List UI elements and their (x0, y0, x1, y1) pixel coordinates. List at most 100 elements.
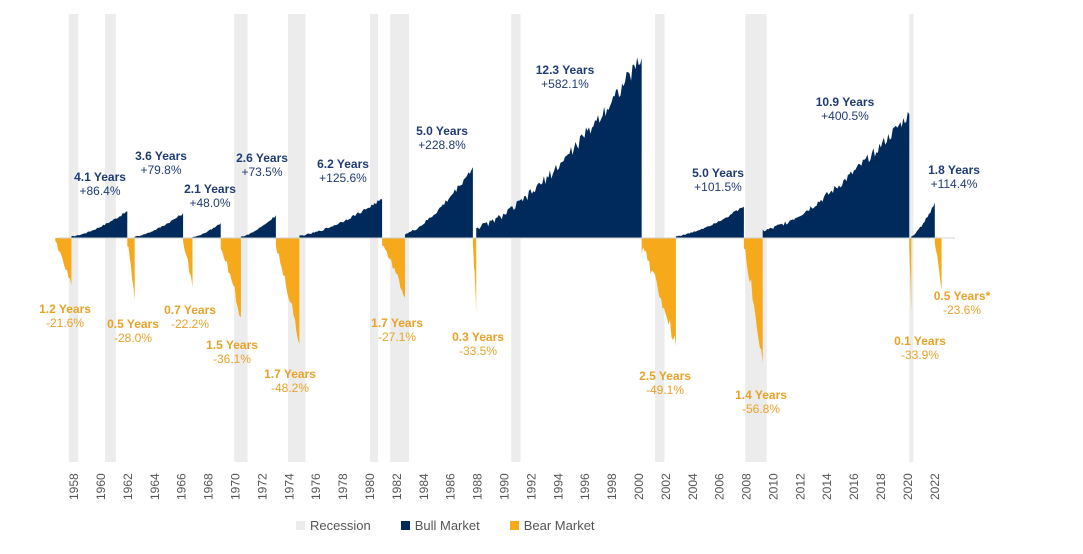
x-tick-1958: 1958 (67, 473, 81, 500)
bear-label-5-value: -27.1% (378, 330, 416, 344)
x-tick-1962: 1962 (121, 473, 135, 500)
x-tick-1998: 1998 (605, 473, 619, 500)
x-tick-2006: 2006 (713, 473, 727, 500)
bear-label-9: 0.1 Years -33.9% (894, 334, 946, 362)
bull-label-2: 2.1 Years +48.0% (184, 182, 236, 210)
legend-bull-label: Bull Market (414, 518, 480, 533)
x-tick-1964: 1964 (148, 473, 162, 500)
bull-label-1: 3.6 Years +79.8% (135, 149, 187, 177)
bull-label-3-value: +73.5% (241, 165, 282, 179)
bull-market-area-5 (404, 167, 473, 238)
bear-label-7-value: -49.1% (646, 383, 684, 397)
bear-label-3-duration: 1.5 Years (206, 338, 258, 352)
bull-label-7-value: +101.5% (694, 180, 742, 194)
bull-label-0: 4.1 Years +86.4% (74, 170, 126, 198)
x-tick-2002: 2002 (659, 473, 673, 500)
x-tick-1984: 1984 (417, 473, 431, 500)
bear-label-0: 1.2 Years -21.6% (39, 302, 91, 330)
bear-label-7-duration: 2.5 Years (639, 369, 691, 383)
bear-label-1: 0.5 Years -28.0% (107, 317, 159, 345)
bull-market-area-9 (911, 202, 935, 238)
bull-label-2-duration: 2.1 Years (184, 182, 236, 196)
x-tick-2004: 2004 (686, 473, 700, 500)
legend-bear: Bear Market (509, 518, 595, 533)
x-tick-2020: 2020 (901, 473, 915, 500)
bear-label-1-value: -28.0% (114, 331, 152, 345)
bear-label-7: 2.5 Years -49.1% (639, 369, 691, 397)
bull-label-1-duration: 3.6 Years (135, 149, 187, 163)
x-tick-1980: 1980 (363, 473, 377, 500)
bear-market-area-10 (934, 238, 942, 290)
x-axis-ticks: 1958 1960 1962 1964 1966 1968 1970 1972 1974 1976… (67, 473, 942, 500)
x-tick-2014: 2014 (820, 473, 834, 500)
x-tick-1986: 1986 (444, 473, 458, 500)
x-tick-1988: 1988 (471, 473, 485, 500)
legend: Recession Bull Market Bear Market (296, 518, 595, 533)
bull-label-4-value: +125.6% (319, 171, 367, 185)
x-tick-1970: 1970 (229, 473, 243, 500)
x-tick-1966: 1966 (175, 473, 189, 500)
bear-label-2-value: -22.2% (171, 317, 209, 331)
bear-market-area-6 (472, 238, 477, 312)
x-tick-2008: 2008 (740, 473, 754, 500)
x-tick-2018: 2018 (874, 473, 888, 500)
bull-label-7-duration: 5.0 Years (692, 166, 744, 180)
bull-label-2-value: +48.0% (189, 196, 230, 210)
bear-label-9-value: -33.9% (901, 348, 939, 362)
bull-label-4-duration: 6.2 Years (317, 157, 369, 171)
bull-market-area-8 (762, 111, 910, 238)
bear-market-area-7 (641, 238, 676, 347)
bear-label-2: 0.7 Years -22.2% (164, 303, 216, 331)
bull-market-area-7 (675, 206, 744, 238)
bear-label-0-duration: 1.2 Years (39, 302, 91, 316)
bull-label-3-duration: 2.6 Years (236, 151, 288, 165)
bear-swatch (509, 521, 519, 530)
bear-label-4: 1.7 Years -48.2% (264, 367, 316, 395)
bull-market-area-6 (476, 57, 642, 239)
bull-label-5: 5.0 Years +228.8% (416, 124, 468, 152)
bear-label-3: 1.5 Years -36.1% (206, 338, 258, 366)
bull-market-area-0 (71, 211, 128, 238)
bear-label-8: 1.4 Years -56.8% (735, 388, 787, 416)
x-tick-2022: 2022 (928, 473, 942, 500)
x-tick-2010: 2010 (766, 473, 780, 500)
bear-label-6-value: -33.5% (459, 344, 497, 358)
bear-label-10: 0.5 Years* -23.6% (934, 289, 991, 317)
bear-market-area-5 (382, 238, 405, 298)
market-labels: 4.1 Years +86.4%3.6 Years +79.8%2.1 Years +… (39, 63, 990, 416)
x-tick-1992: 1992 (524, 473, 538, 500)
bear-label-4-value: -48.2% (271, 381, 309, 395)
x-tick-1982: 1982 (390, 473, 404, 500)
bear-label-4-duration: 1.7 Years (264, 367, 316, 381)
bull-label-6-duration: 12.3 Years (536, 63, 595, 77)
bear-market-area-4 (275, 238, 300, 345)
bear-label-6: 0.3 Years -33.5% (452, 330, 504, 358)
bull-label-9-duration: 1.8 Years (928, 163, 980, 177)
x-tick-1974: 1974 (282, 473, 296, 500)
legend-recession: Recession (296, 518, 371, 533)
bull-label-5-value: +228.8% (418, 138, 466, 152)
bear-label-5: 1.7 Years -27.1% (371, 316, 423, 344)
bear-label-10-duration: 0.5 Years* (934, 289, 991, 303)
bull-label-9: 1.8 Years +114.4% (928, 163, 980, 191)
x-tick-1960: 1960 (94, 473, 108, 500)
x-tick-1972: 1972 (255, 473, 269, 500)
bull-label-0-value: +86.4% (79, 184, 120, 198)
bear-label-8-duration: 1.4 Years (735, 388, 787, 402)
bear-label-10-value: -23.6% (943, 303, 981, 317)
bull-market-area-4 (299, 199, 383, 238)
x-tick-2016: 2016 (847, 473, 861, 500)
x-tick-1994: 1994 (551, 473, 565, 500)
bear-label-0-value: -21.6% (46, 316, 84, 330)
bear-label-6-duration: 0.3 Years (452, 330, 504, 344)
recession-swatch (296, 521, 305, 530)
bull-label-1-value: +79.8% (140, 163, 181, 177)
legend-recession-label: Recession (310, 518, 371, 533)
bull-label-3: 2.6 Years +73.5% (236, 151, 288, 179)
bear-market-area-3 (220, 238, 241, 318)
x-tick-2000: 2000 (632, 473, 646, 500)
bear-label-3-value: -36.1% (213, 352, 251, 366)
bear-label-8-value: -56.8% (742, 402, 780, 416)
x-tick-1996: 1996 (578, 473, 592, 500)
